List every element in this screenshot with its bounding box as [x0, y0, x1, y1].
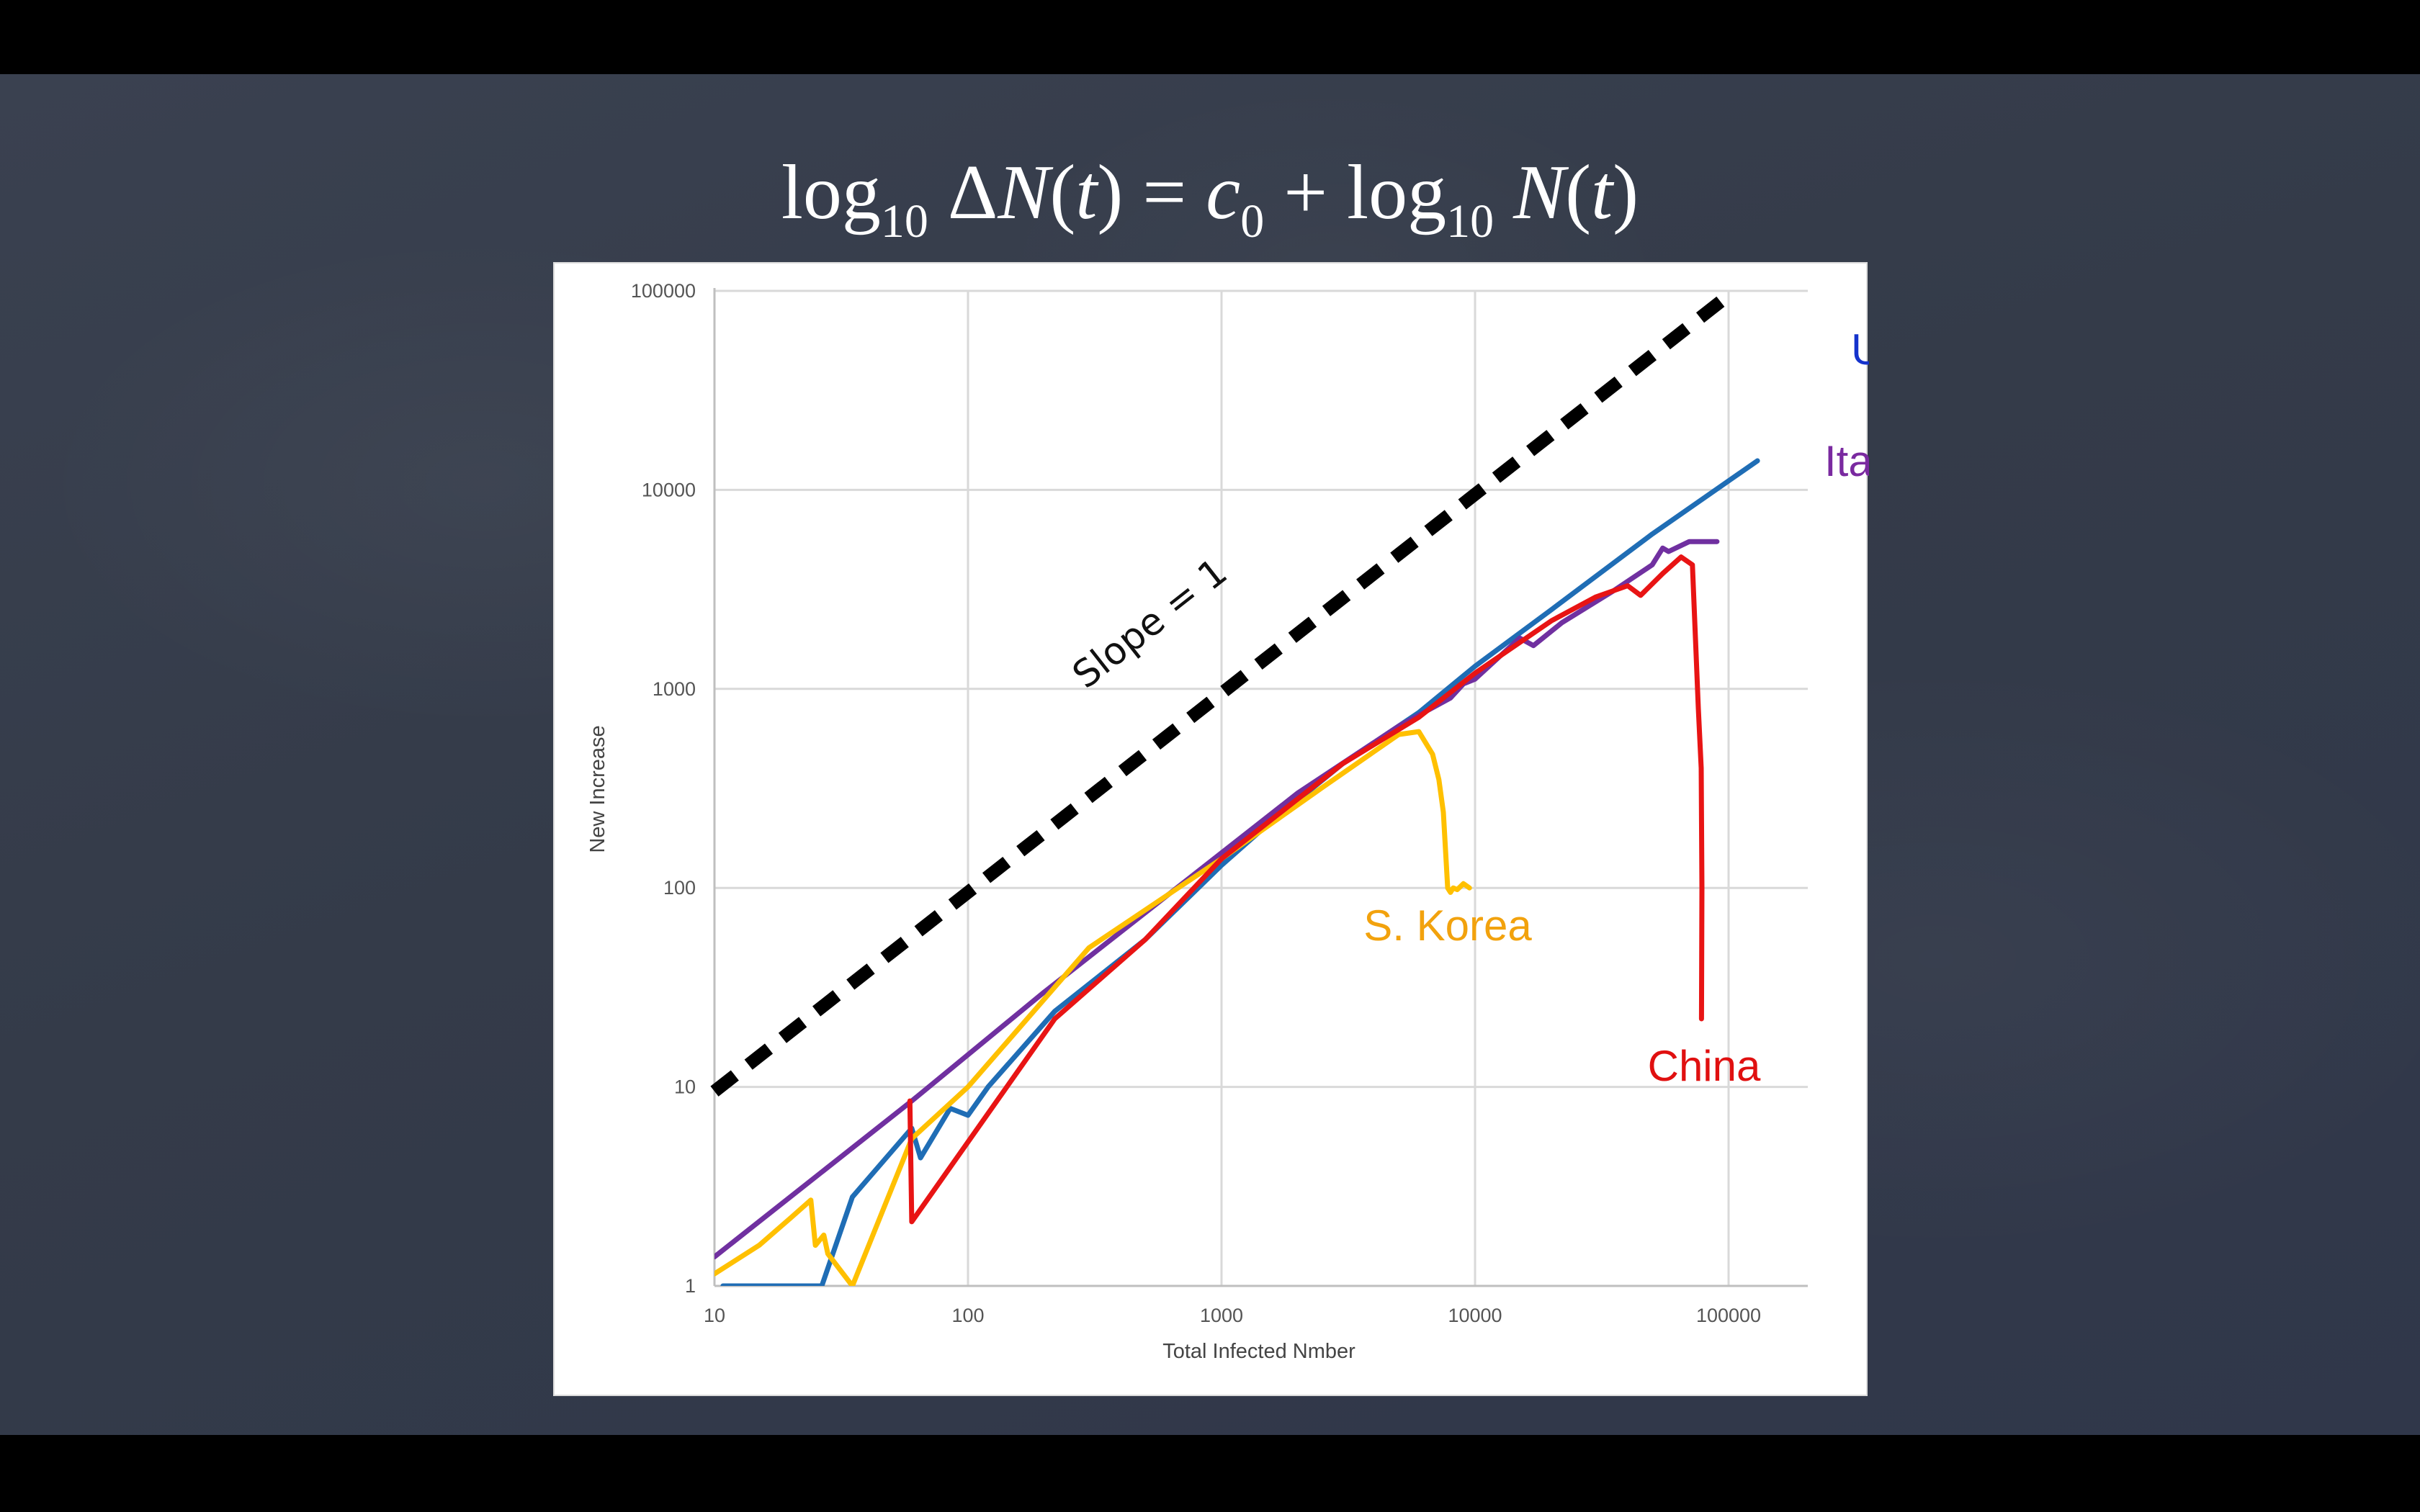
- series-labels: US Italy S. Korea China: [1363, 325, 1869, 1090]
- series-label-s-korea: S. Korea: [1363, 901, 1532, 950]
- title-fragment: (: [1049, 150, 1076, 235]
- slide-background: log10 ΔN(t) = c0 + log10 N(t) 1 10 100 1000…: [0, 74, 2420, 1435]
- x-tick-label: 1000: [1200, 1305, 1243, 1326]
- title-fragment: t: [1075, 150, 1098, 235]
- y-tick-label: 100: [663, 877, 696, 899]
- series-line-china: [907, 554, 1705, 1225]
- series-label-us: US: [1851, 325, 1869, 374]
- x-tick-label: 100: [951, 1305, 984, 1326]
- y-tick-label: 10000: [642, 479, 696, 500]
- series-lines: [714, 458, 1760, 1286]
- x-tick-label: 100000: [1696, 1305, 1761, 1326]
- chart-panel: 1 10 100 1000 10000 100000 10 100 1000 10000 10000…: [553, 262, 1869, 1396]
- x-tick-label: 10: [704, 1305, 725, 1326]
- title-fragment: N: [1513, 150, 1566, 235]
- title-fragment: + log: [1264, 150, 1447, 235]
- y-tick-label: 1000: [653, 678, 696, 700]
- title-fragment: N: [998, 150, 1050, 235]
- title-fragment: 10: [1446, 195, 1494, 248]
- title-fragment: c: [1206, 150, 1241, 235]
- title-fragment: ) =: [1097, 150, 1206, 235]
- title-fragment: Δ: [928, 150, 998, 235]
- series-line-italy: [714, 539, 1720, 1260]
- series-line-s-korea: [714, 729, 1472, 1286]
- title-fragment: log: [781, 150, 881, 235]
- title-fragment: (: [1565, 150, 1592, 235]
- slope-label: Slope = 1: [1065, 550, 1235, 697]
- grid-lines: [714, 289, 1808, 1286]
- y-tick-label: 1: [685, 1275, 696, 1297]
- title-fragment: 10: [880, 195, 928, 248]
- x-tick-label: 10000: [1448, 1305, 1502, 1326]
- x-axis-title: Total Infected Nmber: [1162, 1340, 1355, 1363]
- title-fragment: 0: [1240, 195, 1265, 248]
- series-line-us: [720, 458, 1760, 1286]
- y-tick-label: 10: [674, 1076, 696, 1098]
- y-tick-label: 100000: [631, 280, 696, 302]
- title-fragment: t: [1591, 150, 1613, 235]
- y-axis-title: New Increase: [586, 725, 609, 852]
- slide-title-equation: log10 ΔN(t) = c0 + log10 N(t): [0, 146, 2420, 250]
- series-label-china: China: [1648, 1042, 1761, 1090]
- tick-labels: 1 10 100 1000 10000 100000 10 100 1000 10000 10000…: [631, 280, 1761, 1326]
- series-label-italy: Italy: [1824, 437, 1869, 485]
- axes: [713, 288, 1808, 1287]
- log-log-chart: 1 10 100 1000 10000 100000 10 100 1000 10000 10000…: [586, 280, 1869, 1363]
- title-fragment: [1494, 150, 1513, 235]
- title-fragment: ): [1613, 150, 1639, 235]
